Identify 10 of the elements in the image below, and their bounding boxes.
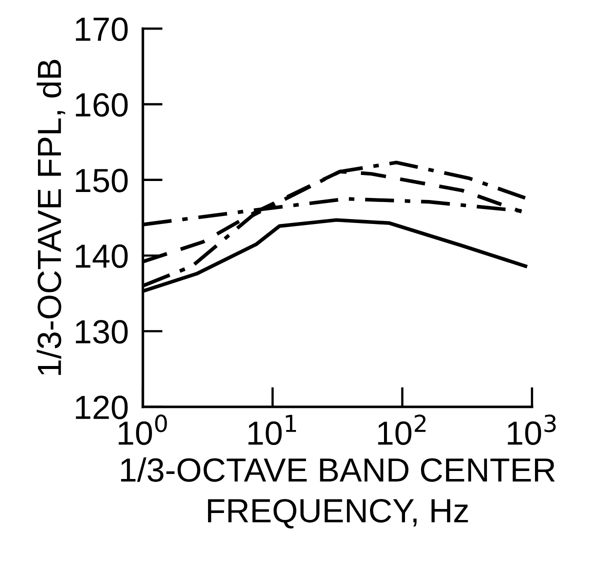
y-tick-label: 130 [76,320,128,344]
x-axis-title: 1/3-OCTAVE BAND CENTER FREQUENCY, Hz [121,457,555,529]
y-tick-label: 160 [76,93,128,117]
x-tick-label: 10$^{2}$ [378,414,426,445]
y-tick-label: 140 [76,244,128,268]
y-tick-label: 170 [76,17,128,42]
x-tick-label: 10$^{3}$ [508,414,556,445]
y-axis-title: 1/3-OCTAVE FPL, dB [36,60,66,375]
y-tick-label: 150 [76,168,128,192]
x-tick-label: 10$^{1}$ [248,414,296,445]
